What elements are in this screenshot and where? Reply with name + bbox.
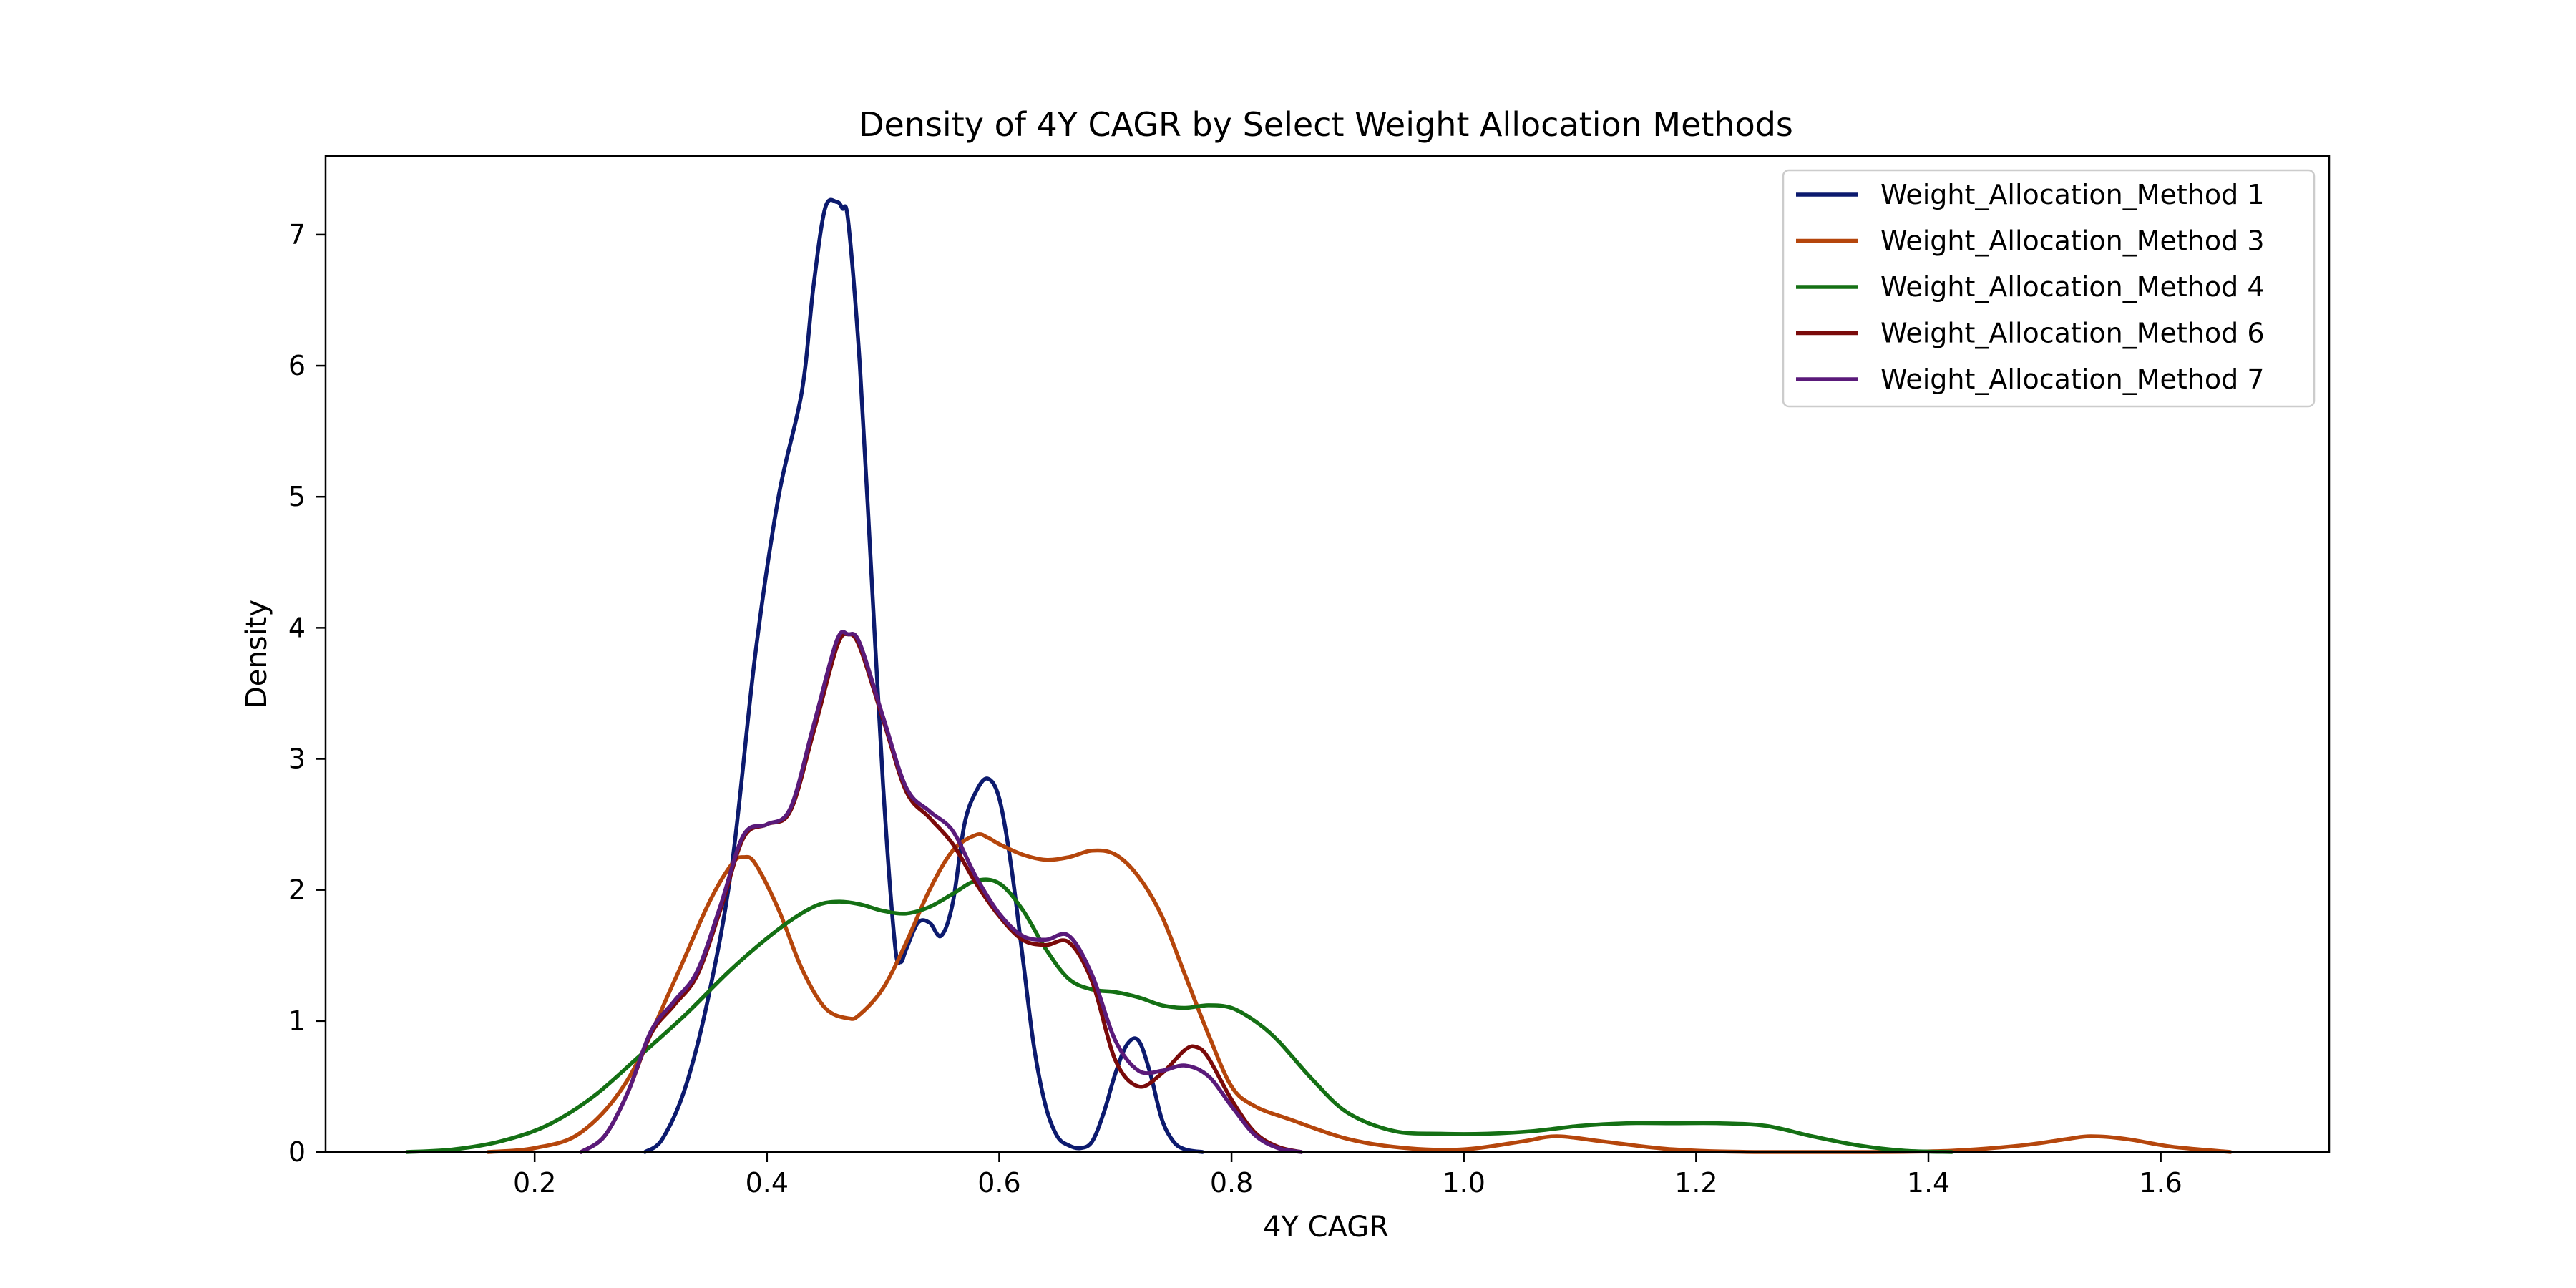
plot-frame	[324, 155, 2331, 1153]
x-tick-label: 0.6	[977, 1167, 1020, 1199]
x-axis-ticks: 0.2 0.4 0.6 0.8 1.0 1.2 1.4 1.6	[513, 1152, 2182, 1199]
series-line-method-3	[404, 877, 1954, 1154]
x-tick-label: 0.4	[746, 1167, 789, 1199]
legend: Weight_Allocation_Method 1 Weight_Allocat…	[1782, 169, 2316, 408]
legend-label: Weight_Allocation_Method 4	[1880, 271, 2265, 303]
y-axis-ticks: 0 1 2 3 4 5 6 7	[288, 219, 326, 1168]
x-tick-label: 0.2	[513, 1167, 556, 1199]
legend-box	[1782, 169, 2316, 408]
x-tick-label: 1.0	[1443, 1167, 1485, 1199]
chart-title: Density of 4Y CAGR by Select Weight Allo…	[859, 105, 1793, 144]
x-tick-label: 1.6	[2139, 1167, 2182, 1199]
y-tick-label: 2	[288, 874, 306, 906]
y-tick-label: 3	[288, 743, 306, 775]
y-tick-label: 7	[288, 219, 306, 250]
y-tick-label: 0	[288, 1136, 306, 1168]
series-line-method-5	[579, 630, 1304, 1154]
y-tick-label: 1	[288, 1005, 306, 1037]
legend-label: Weight_Allocation_Method 3	[1880, 225, 2265, 257]
legend-label: Weight_Allocation_Method 7	[1880, 364, 2265, 395]
y-axis-label: Density	[240, 600, 273, 708]
series-layer	[404, 197, 2233, 1154]
x-tick-label: 1.4	[1907, 1167, 1950, 1199]
legend-label: Weight_Allocation_Method 6	[1880, 318, 2265, 349]
y-tick-label: 4	[288, 612, 306, 643]
y-tick-label: 5	[288, 481, 306, 512]
x-axis-label: 4Y CAGR	[1263, 1211, 1389, 1244]
legend-label: Weight_Allocation_Method 1	[1880, 179, 2265, 210]
y-tick-label: 6	[288, 350, 306, 381]
x-tick-label: 0.8	[1210, 1167, 1253, 1199]
x-tick-label: 1.2	[1674, 1167, 1717, 1199]
